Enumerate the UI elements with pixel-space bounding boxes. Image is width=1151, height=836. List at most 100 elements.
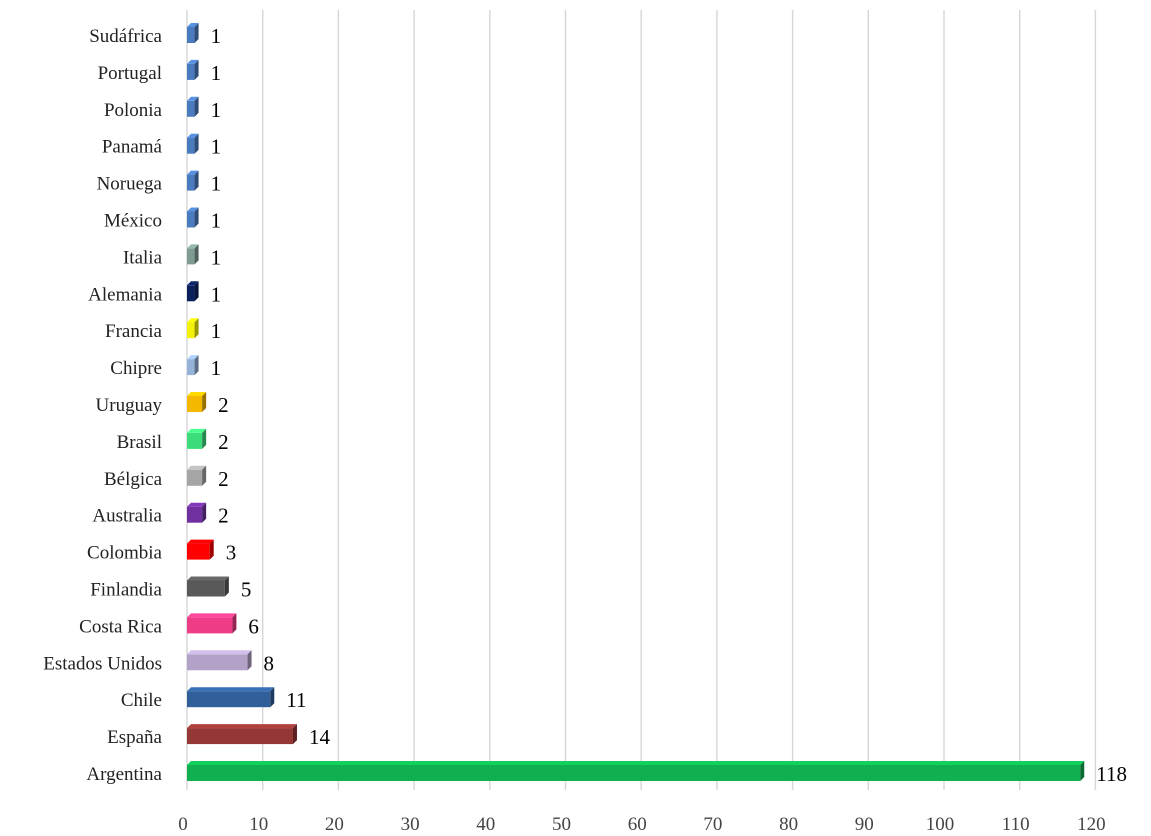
value-label: 1 xyxy=(211,172,222,196)
bar-side xyxy=(194,318,199,339)
bar-side xyxy=(202,392,207,412)
bar-front xyxy=(187,322,195,339)
bar-front xyxy=(187,248,195,265)
bar xyxy=(187,96,199,117)
category-label: Polonia xyxy=(104,100,163,121)
bar-front xyxy=(187,469,203,486)
bar-top xyxy=(187,392,207,396)
bar xyxy=(187,465,207,486)
x-tick-label: 30 xyxy=(401,814,420,835)
bar-top xyxy=(187,207,199,212)
bar-side xyxy=(194,207,199,228)
bar xyxy=(187,207,199,228)
bar-top xyxy=(187,761,1085,765)
bar xyxy=(187,613,237,634)
x-tick-label: 100 xyxy=(926,814,955,835)
bar-side xyxy=(194,281,199,302)
value-label: 1 xyxy=(211,209,222,233)
value-label: 11 xyxy=(286,688,306,712)
x-tick-label: 80 xyxy=(779,814,798,835)
bar-top xyxy=(187,650,252,655)
category-label: Panamá xyxy=(102,137,163,158)
value-label: 3 xyxy=(226,541,237,565)
bars xyxy=(187,23,1085,781)
value-label: 2 xyxy=(218,393,229,417)
bar-side xyxy=(202,502,207,523)
bar-side xyxy=(209,539,214,560)
bar-front xyxy=(187,27,195,43)
bar-front xyxy=(187,617,233,634)
category-label: Bélgica xyxy=(104,469,163,490)
value-label: 1 xyxy=(211,356,222,380)
x-tick-label: 60 xyxy=(628,814,647,835)
bar-side xyxy=(247,650,252,671)
bar xyxy=(187,355,199,376)
bar-side xyxy=(224,576,229,597)
bar-side xyxy=(292,724,297,745)
bar xyxy=(187,687,275,708)
value-label: 2 xyxy=(218,504,229,528)
bar-top xyxy=(187,244,199,249)
bar-side xyxy=(232,613,237,634)
bar xyxy=(187,428,207,449)
bar-side xyxy=(202,465,207,486)
bar xyxy=(187,318,199,339)
bar-side xyxy=(194,23,199,43)
bar-top xyxy=(187,502,207,507)
x-tick-label: 90 xyxy=(855,814,874,835)
bar xyxy=(187,761,1085,781)
bar-side xyxy=(1080,761,1085,781)
category-label: Estados Unidos xyxy=(43,653,162,674)
bar-front xyxy=(187,359,195,376)
value-label: 5 xyxy=(241,578,252,602)
bar-front xyxy=(187,691,271,708)
bar-top xyxy=(187,170,199,175)
bar-front xyxy=(187,728,293,745)
bar-side xyxy=(270,687,275,708)
x-axis-tick-labels: 0 10 20 30 40 50 60 70 80 90 100 110 120 xyxy=(178,814,1105,835)
bar-side xyxy=(194,96,199,117)
category-label: Uruguay xyxy=(96,395,163,416)
category-label: Chipre xyxy=(110,358,162,379)
bar-top xyxy=(187,355,199,360)
bar-side xyxy=(194,244,199,265)
value-label: 14 xyxy=(309,725,331,749)
bar-side xyxy=(194,59,199,80)
bar-top xyxy=(187,59,199,64)
bar-front xyxy=(187,211,195,228)
value-label: 1 xyxy=(211,135,222,159)
bar-front xyxy=(187,100,195,117)
value-label: 8 xyxy=(264,651,275,675)
bar-top xyxy=(187,281,199,286)
bar-top xyxy=(187,576,229,581)
bar-front xyxy=(187,654,248,671)
value-label: 1 xyxy=(211,282,222,306)
value-label: 1 xyxy=(211,98,222,122)
bar xyxy=(187,392,207,412)
category-label: España xyxy=(107,727,162,748)
bar xyxy=(187,502,207,523)
bar-front xyxy=(187,543,210,560)
bar xyxy=(187,650,252,671)
value-label: 2 xyxy=(218,430,229,454)
category-label: México xyxy=(104,211,162,232)
value-label: 1 xyxy=(211,319,222,343)
x-tick-label: 50 xyxy=(552,814,571,835)
x-tick-label: 40 xyxy=(476,814,495,835)
value-label: 1 xyxy=(211,61,222,85)
bar-top xyxy=(187,318,199,323)
bar-top xyxy=(187,687,275,692)
bar-front xyxy=(187,137,195,154)
bar-side xyxy=(194,133,199,154)
category-label: Finlandia xyxy=(90,580,162,601)
bar-top xyxy=(187,23,199,27)
bar-front xyxy=(187,174,195,191)
bar-front xyxy=(187,580,225,597)
bar-top xyxy=(187,724,297,729)
category-label: Sudáfrica xyxy=(89,26,162,47)
x-tick-label: 110 xyxy=(1002,814,1030,835)
value-label: 6 xyxy=(248,614,258,638)
bar-top xyxy=(187,613,237,618)
bar-front xyxy=(187,285,195,302)
